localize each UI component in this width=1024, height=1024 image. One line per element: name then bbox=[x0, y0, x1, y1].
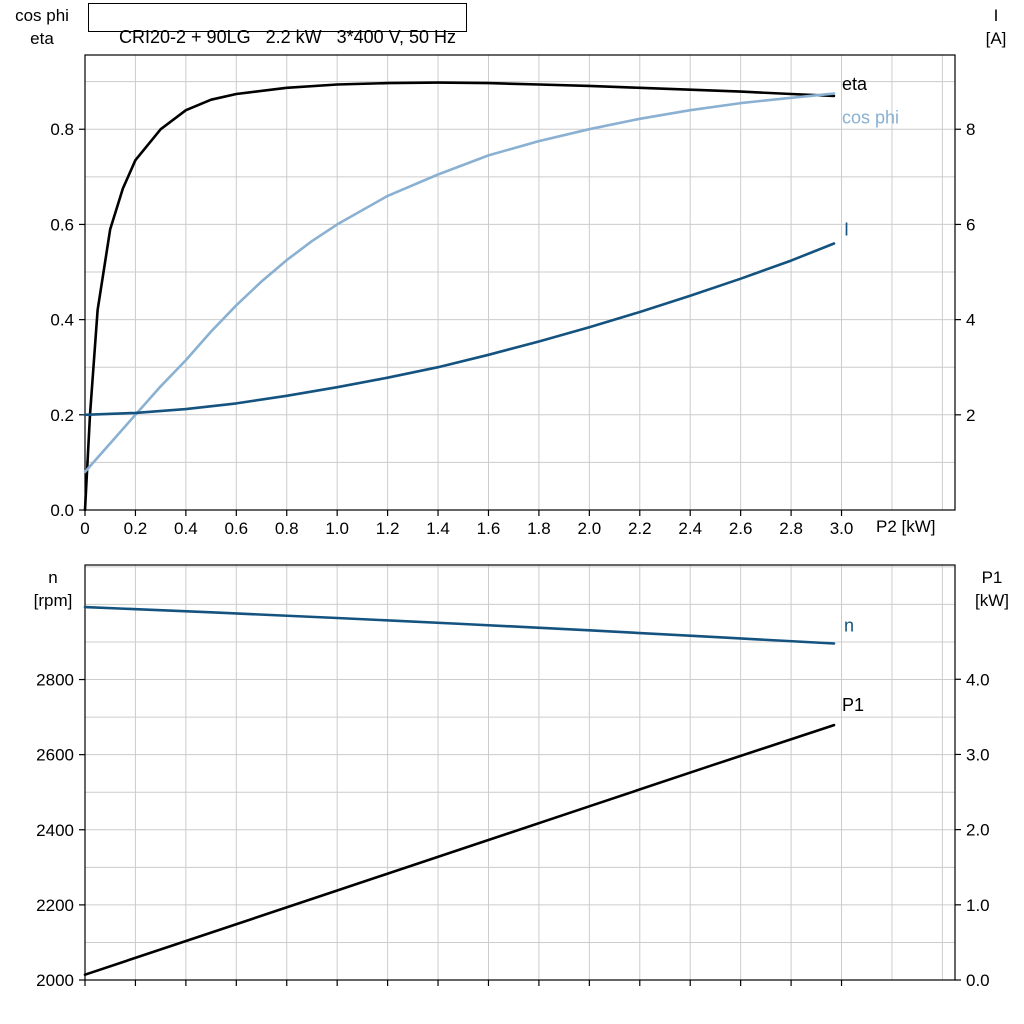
axis-label-cosphi-eta: cos phi eta bbox=[15, 6, 69, 48]
right-tick-label: 0.0 bbox=[966, 971, 990, 990]
x-tick-label: 1.6 bbox=[477, 519, 501, 538]
axis-label-p1: P1 [kW] bbox=[975, 568, 1009, 610]
curve-label-eta: eta bbox=[842, 74, 868, 94]
axis-label-speed: n [rpm] bbox=[33, 568, 73, 610]
x-tick-label: 1.0 bbox=[325, 519, 349, 538]
left-tick-label: 0.4 bbox=[50, 311, 74, 330]
right-tick-label: 6 bbox=[966, 215, 975, 234]
curve-P1 bbox=[83, 723, 836, 976]
left-tick-label: 2200 bbox=[36, 896, 74, 915]
right-tick-label: 2.0 bbox=[966, 821, 990, 840]
axis-label-p2: P2 [kW] bbox=[876, 517, 936, 536]
left-tick-label: 0.0 bbox=[50, 501, 74, 520]
chart-title: CRI20-2 + 90LG 2.2 kW 3*400 V, 50 Hz bbox=[119, 27, 457, 47]
x-tick-label: 0.8 bbox=[275, 519, 299, 538]
axis-label-current: I [A] bbox=[985, 6, 1007, 48]
curve-eta bbox=[83, 81, 836, 512]
chart-title-box: CRI20-2 + 90LG 2.2 kW 3*400 V, 50 Hz bbox=[88, 3, 468, 47]
x-tick-label: 2.8 bbox=[779, 519, 803, 538]
chart-0: 0 0.2 0.4 0.6 0.8 1.0 1.2 1.4 1.6 1.8 2.0 2.2 2.4 2.6… bbox=[50, 54, 975, 538]
right-tick-label: 8 bbox=[966, 120, 975, 139]
right-tick-label: 2 bbox=[966, 406, 975, 425]
curve-label-n: n bbox=[844, 615, 854, 635]
x-tick-label: 2.4 bbox=[678, 519, 702, 538]
x-tick-label: 1.2 bbox=[376, 519, 400, 538]
right-tick-label: 4.0 bbox=[966, 670, 990, 689]
curve-label-cos-phi: cos phi bbox=[842, 108, 899, 128]
curve-label-P1: P1 bbox=[842, 695, 864, 715]
x-tick-label: 2.2 bbox=[628, 519, 652, 538]
left-tick-label: 0.2 bbox=[50, 406, 74, 425]
x-tick-label: 0 bbox=[80, 519, 89, 538]
right-tick-label: 4 bbox=[966, 311, 975, 330]
x-tick-label: 2.0 bbox=[578, 519, 602, 538]
curve-I bbox=[83, 242, 836, 417]
x-tick-label: 0.2 bbox=[124, 519, 148, 538]
left-tick-label: 0.8 bbox=[50, 120, 74, 139]
curve-label-I: I bbox=[844, 219, 849, 239]
x-tick-label: 0.4 bbox=[174, 519, 198, 538]
x-tick-label: 0.6 bbox=[224, 519, 248, 538]
x-tick-label: 3.0 bbox=[830, 519, 854, 538]
right-tick-label: 1.0 bbox=[966, 896, 990, 915]
left-tick-label: 0.6 bbox=[50, 215, 74, 234]
left-tick-label: 2800 bbox=[36, 671, 74, 690]
x-tick-label: 1.8 bbox=[527, 519, 551, 538]
right-tick-label: 3.0 bbox=[966, 745, 990, 764]
chart-1: 2000 2200 2400 2600 2800 0.0 1.0 2.0 3.0 4.0 n P1 bbox=[36, 564, 990, 990]
left-tick-label: 2000 bbox=[36, 971, 74, 990]
left-tick-label: 2600 bbox=[36, 746, 74, 765]
curve-cos-phi bbox=[83, 92, 836, 474]
x-tick-label: 1.4 bbox=[426, 519, 450, 538]
curve-n bbox=[83, 605, 836, 645]
left-tick-label: 2400 bbox=[36, 821, 74, 840]
x-tick-label: 2.6 bbox=[729, 519, 753, 538]
